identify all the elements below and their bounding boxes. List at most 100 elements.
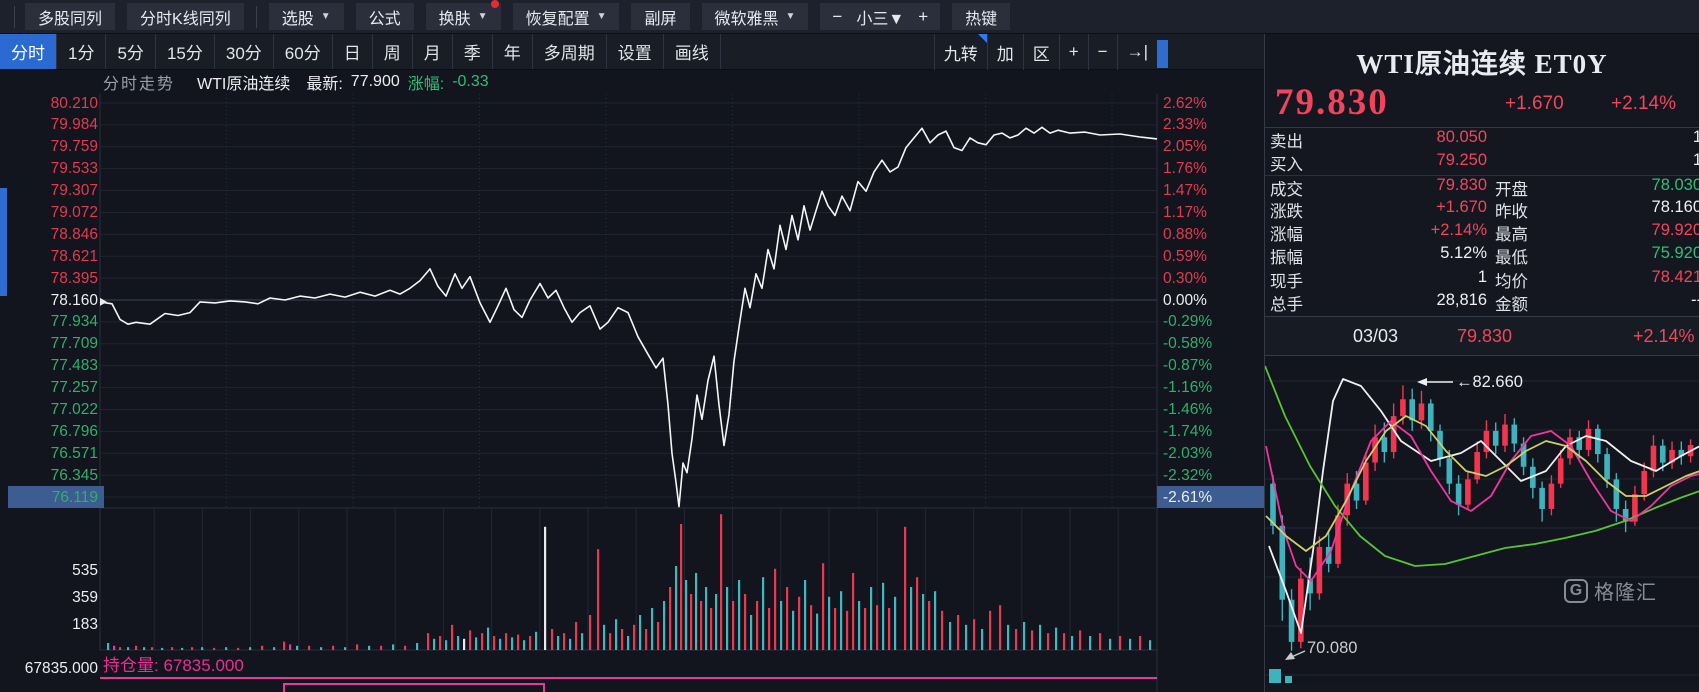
tool-0[interactable]: 九转 xyxy=(933,34,987,70)
tab-1分[interactable]: 1分 xyxy=(57,34,107,69)
tool-5[interactable]: →| xyxy=(1116,34,1157,70)
quote-row: 持仓67835涨停-- xyxy=(1265,314,1699,316)
intraday-chart-canvas[interactable] xyxy=(0,94,1264,692)
quote-field-value: 5.12% xyxy=(1440,244,1487,263)
price-axis-label: 78.160 xyxy=(50,291,98,309)
quote-field-label: 涨跌 xyxy=(1270,202,1303,221)
pct-axis-label: 2.05% xyxy=(1163,138,1207,156)
pct-axis-label: 0.88% xyxy=(1163,225,1207,243)
tab-60分[interactable]: 60分 xyxy=(274,34,333,69)
kline-canvas[interactable] xyxy=(1265,356,1699,683)
quote-row: 总手 28,816 金额 -- xyxy=(1265,291,1699,314)
quote-row: 现手 1 均价 78.421 xyxy=(1265,268,1699,291)
chevron-down-icon: ▼ xyxy=(888,10,905,28)
price-axis-label: 76.345 xyxy=(50,466,98,484)
quote-field-label: 卖出 xyxy=(1270,133,1303,151)
price-axis-label: 77.934 xyxy=(50,313,98,331)
scrollbar-thumb[interactable] xyxy=(1157,40,1168,68)
tool-3[interactable]: + xyxy=(1058,34,1088,70)
kline-date-row: 03/03 79.830 +2.14% xyxy=(1265,316,1699,356)
price-axis-label: 79.533 xyxy=(50,160,98,178)
font-larger-button[interactable]: + xyxy=(918,6,929,26)
top-menu-items: 多股同列 分时K线同列 选股 ▼ 公式 换肤 ▼ 恢复配置 ▼ 副屏 微软雅黑 ▼ − 小三▼ + 热键 xyxy=(25,0,1011,30)
mini-kline-chart[interactable]: ←82.660 70.080 G 格隆汇 xyxy=(1265,356,1699,683)
pct-axis-label: -1.16% xyxy=(1163,379,1213,397)
tab-季[interactable]: 季 xyxy=(453,34,493,69)
chevron-down-icon: ▼ xyxy=(320,11,331,22)
tab-15分[interactable]: 15分 xyxy=(156,34,215,69)
tab-周[interactable]: 周 xyxy=(373,34,413,69)
price-axis-label: 76.119 xyxy=(51,488,98,506)
font-smaller-button[interactable]: − xyxy=(832,6,843,26)
quote-field-value: 75.920 xyxy=(1651,244,1699,263)
kline-low-annotation: 70.080 xyxy=(1307,639,1358,657)
tool-2[interactable]: 区 xyxy=(1022,34,1059,70)
tab-月[interactable]: 月 xyxy=(413,34,453,69)
tab-30分[interactable]: 30分 xyxy=(215,34,274,69)
pct-axis-label: 1.76% xyxy=(1163,160,1207,178)
menu-button-7[interactable]: 微软雅黑 ▼ xyxy=(701,3,809,30)
quote-title: WTI原油连续 ET0Y xyxy=(1356,49,1608,79)
quote-field-label: 均价 xyxy=(1495,272,1528,291)
kline-pct: +2.14% xyxy=(1633,326,1695,346)
tab-设置[interactable]: 设置 xyxy=(607,34,664,69)
last-price-label: 最新: xyxy=(306,76,343,93)
gelonghui-watermark: G 格隆汇 xyxy=(1564,576,1657,605)
pct-axis-label: 0.00% xyxy=(1163,291,1207,309)
tab-分时[interactable]: 分时 xyxy=(0,34,57,69)
pct-axis-label: -2.03% xyxy=(1163,444,1213,462)
pct-axis-label: -0.58% xyxy=(1163,335,1213,353)
menu-button-6[interactable]: 副屏 xyxy=(631,3,690,30)
price-axis-label: 76.571 xyxy=(50,444,98,462)
quote-field-value: 28,816 xyxy=(1436,291,1487,310)
intraday-chart[interactable]: 持仓量: 67835.000 67835.000 80.210 79.984 79.… xyxy=(0,94,1264,692)
pct-axis-label: -1.74% xyxy=(1163,422,1213,440)
axis-highlight-band xyxy=(1157,486,1264,509)
quote-field-value: +2.14% xyxy=(1430,221,1487,240)
gelonghui-logo-icon: G xyxy=(1564,578,1588,603)
tab-画线[interactable]: 画线 xyxy=(664,34,721,69)
font-size-value[interactable]: 小三▼ xyxy=(856,10,905,28)
pct-axis-label: -0.29% xyxy=(1163,313,1213,331)
gelonghui-logo-text: 格隆汇 xyxy=(1594,582,1657,604)
tool-1[interactable]: 加 xyxy=(986,34,1023,70)
menu-button-5[interactable]: 恢复配置 ▼ xyxy=(512,3,620,30)
price-axis-label: 79.072 xyxy=(50,203,98,221)
quote-field-label: 最低 xyxy=(1495,249,1528,268)
open-interest-label: 持仓量: 67835.000 xyxy=(103,656,244,675)
price-axis-label: 77.022 xyxy=(50,400,98,418)
price-axis-label: 76.796 xyxy=(50,422,98,440)
quote-field-value: 78.030 xyxy=(1651,175,1699,194)
menu-button-4[interactable]: 换肤 ▼ xyxy=(425,0,501,30)
quote-field-label: 开盘 xyxy=(1495,180,1528,199)
volume-axis-label: 535 xyxy=(72,562,98,579)
tab-多周期[interactable]: 多周期 xyxy=(533,34,607,69)
change-value: -0.33 xyxy=(452,73,489,90)
quote-row: 涨幅 +2.14% 最高 79.920 xyxy=(1265,221,1699,244)
left-edge-scrollbar[interactable] xyxy=(0,188,7,296)
price-axis-label: 78.621 xyxy=(50,247,98,265)
tool-4[interactable]: − xyxy=(1087,34,1117,70)
chart-mode-label: 分时走势 xyxy=(103,76,176,93)
quote-row: 成交 79.830 开盘 78.030 xyxy=(1265,174,1699,199)
tab-5分[interactable]: 5分 xyxy=(106,34,156,69)
pct-axis-label: 2.33% xyxy=(1163,116,1207,134)
period-toolbar: 分时 1分 5分 15分 30分 60分日周月季年多周期 设置 画线 九转加区 + − →| xyxy=(0,34,1264,70)
menu-button-2[interactable]: 选股 ▼ xyxy=(268,3,344,30)
quote-change: +1.670 xyxy=(1505,93,1564,114)
menu-button-9[interactable]: 热键 xyxy=(952,3,1011,30)
quote-field-value: -- xyxy=(1557,314,1699,316)
menu-button-0[interactable]: 多股同列 xyxy=(25,3,116,30)
quote-field-label: 金额 xyxy=(1495,296,1528,315)
quote-field-value: 1 xyxy=(1557,151,1699,170)
pct-axis-label: -0.87% xyxy=(1163,357,1213,375)
pct-axis-label: -2.32% xyxy=(1163,466,1213,484)
tab-年[interactable]: 年 xyxy=(493,34,533,69)
quote-field-label: 涨幅 xyxy=(1270,226,1303,245)
quote-field-label: 成交 xyxy=(1270,180,1303,199)
menu-button-3[interactable]: 公式 xyxy=(355,3,414,30)
tab-日[interactable]: 日 xyxy=(333,34,373,69)
menu-button-1[interactable]: 分时K线同列 xyxy=(127,3,244,30)
volume-axis-label: 359 xyxy=(72,588,98,606)
